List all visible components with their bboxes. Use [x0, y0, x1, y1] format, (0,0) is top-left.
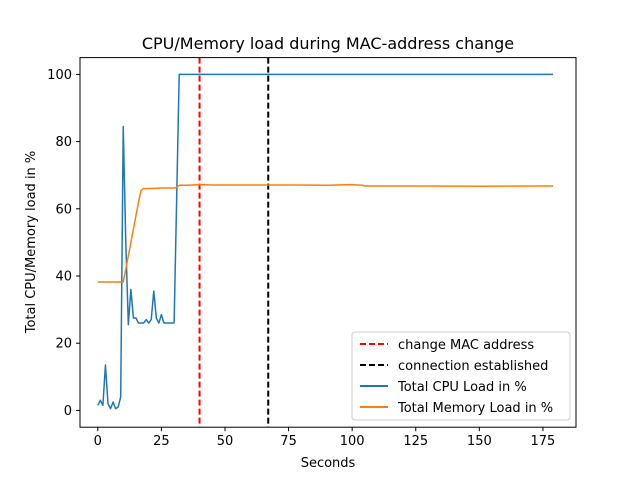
legend-label-2: Total CPU Load in %	[397, 380, 527, 395]
x-tick-label: 50	[217, 434, 234, 449]
x-axis: 0 25 50 75 100 125 150 175	[94, 427, 556, 449]
legend-label-0: change MAC address	[398, 338, 534, 353]
legend-label-3: Total Memory Load in %	[397, 401, 553, 416]
chart-title: CPU/Memory load during MAC-address chang…	[142, 34, 514, 53]
x-tick-label: 75	[280, 434, 297, 449]
y-axis: 0 20 40 60 80 100	[47, 68, 80, 419]
series-lines	[97, 73, 554, 410]
x-tick-label: 175	[531, 434, 556, 449]
x-tick-label: 125	[403, 434, 428, 449]
x-tick-label: 0	[94, 434, 102, 449]
series-line-1	[97, 183, 554, 283]
x-tick-label: 100	[340, 434, 365, 449]
plot-area	[79, 57, 577, 428]
y-tick-label: 0	[64, 404, 72, 419]
series-line-0	[97, 73, 554, 410]
legend: change MAC address connection established…	[351, 331, 571, 421]
y-tick-label: 20	[55, 337, 72, 352]
vlines	[198, 57, 270, 428]
y-tick-label: 40	[55, 270, 72, 285]
y-tick-label: 80	[55, 135, 72, 150]
y-axis-label: Total CPU/Memory load in %	[24, 151, 39, 335]
y-tick-label: 100	[47, 68, 72, 83]
legend-label-1: connection established	[398, 359, 548, 374]
legend-box	[351, 331, 571, 421]
x-tick-label: 25	[153, 434, 170, 449]
x-tick-label: 150	[467, 434, 492, 449]
x-axis-label: Seconds	[301, 456, 356, 471]
axes-frame	[79, 57, 577, 428]
y-tick-label: 60	[55, 202, 72, 217]
